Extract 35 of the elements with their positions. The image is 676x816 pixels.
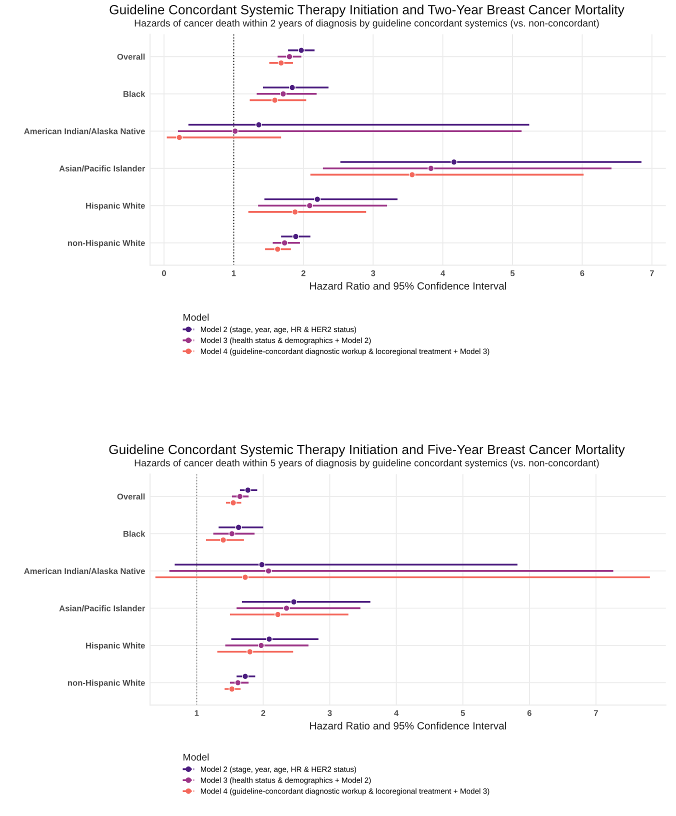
x-tick-label: 6 [580,270,584,276]
chart-title: Guideline Concordant Systemic Therapy Initiation and Two-Year Breast Cancer Mortality [110,4,624,17]
y-tick-label: Black [124,90,146,97]
y-tick-label: Overall [117,54,145,60]
x-tick-label: 4 [394,710,399,716]
y-tick-label: non-Hispanic White [68,680,145,688]
legend-title: Model [184,314,209,321]
y-tick-label: non-Hispanic White [68,240,145,248]
x-axis-title: Hazard Ratio and 95% Confidence Interval [310,282,506,290]
y-tick-label: Asian/Pacific Islander [59,165,146,172]
x-tick-label: 1 [232,270,236,276]
x-tick-label: 0 [162,270,166,276]
chart-subtitle: Hazards of cancer death within 5 years of diagnosis by guideline concordant systemics (vs. non-concordant) [134,459,599,468]
x-tick-label: 1 [194,710,199,716]
y-tick-label: Overall [117,493,145,500]
x-tick-label: 3 [328,710,332,716]
x-tick-label: 7 [594,710,598,716]
x-tick-label: 2 [261,710,266,716]
chart-subtitle: Hazards of cancer death within 2 years of diagnosis by guideline concordant systemics (vs. non-concordant) [134,19,599,28]
x-tick-label: 4 [440,270,446,276]
chart-title: Guideline Concordant Systemic Therapy Initiation and Five-Year Breast Cancer Mortality [109,444,625,457]
x-tick-label: 5 [460,710,465,716]
x-tick-label: 2 [301,270,306,276]
y-tick-label: American Indian/Alaska Native [24,568,145,574]
legend-title: Model [184,753,209,761]
x-axis-title: Hazard Ratio and 95% Confidence Interval [310,722,506,730]
y-tick-label: American Indian/Alaska Native [24,128,145,134]
y-tick-label: Hispanic White [86,642,145,650]
x-tick-label: 7 [650,270,654,276]
x-tick-label: 5 [510,270,515,276]
x-tick-label: 3 [370,270,376,276]
y-tick-label: Hispanic White [86,202,145,210]
y-tick-label: Asian/Pacific Islander [59,605,146,612]
x-tick-label: 6 [527,710,532,716]
y-tick-label: Black [124,530,146,537]
